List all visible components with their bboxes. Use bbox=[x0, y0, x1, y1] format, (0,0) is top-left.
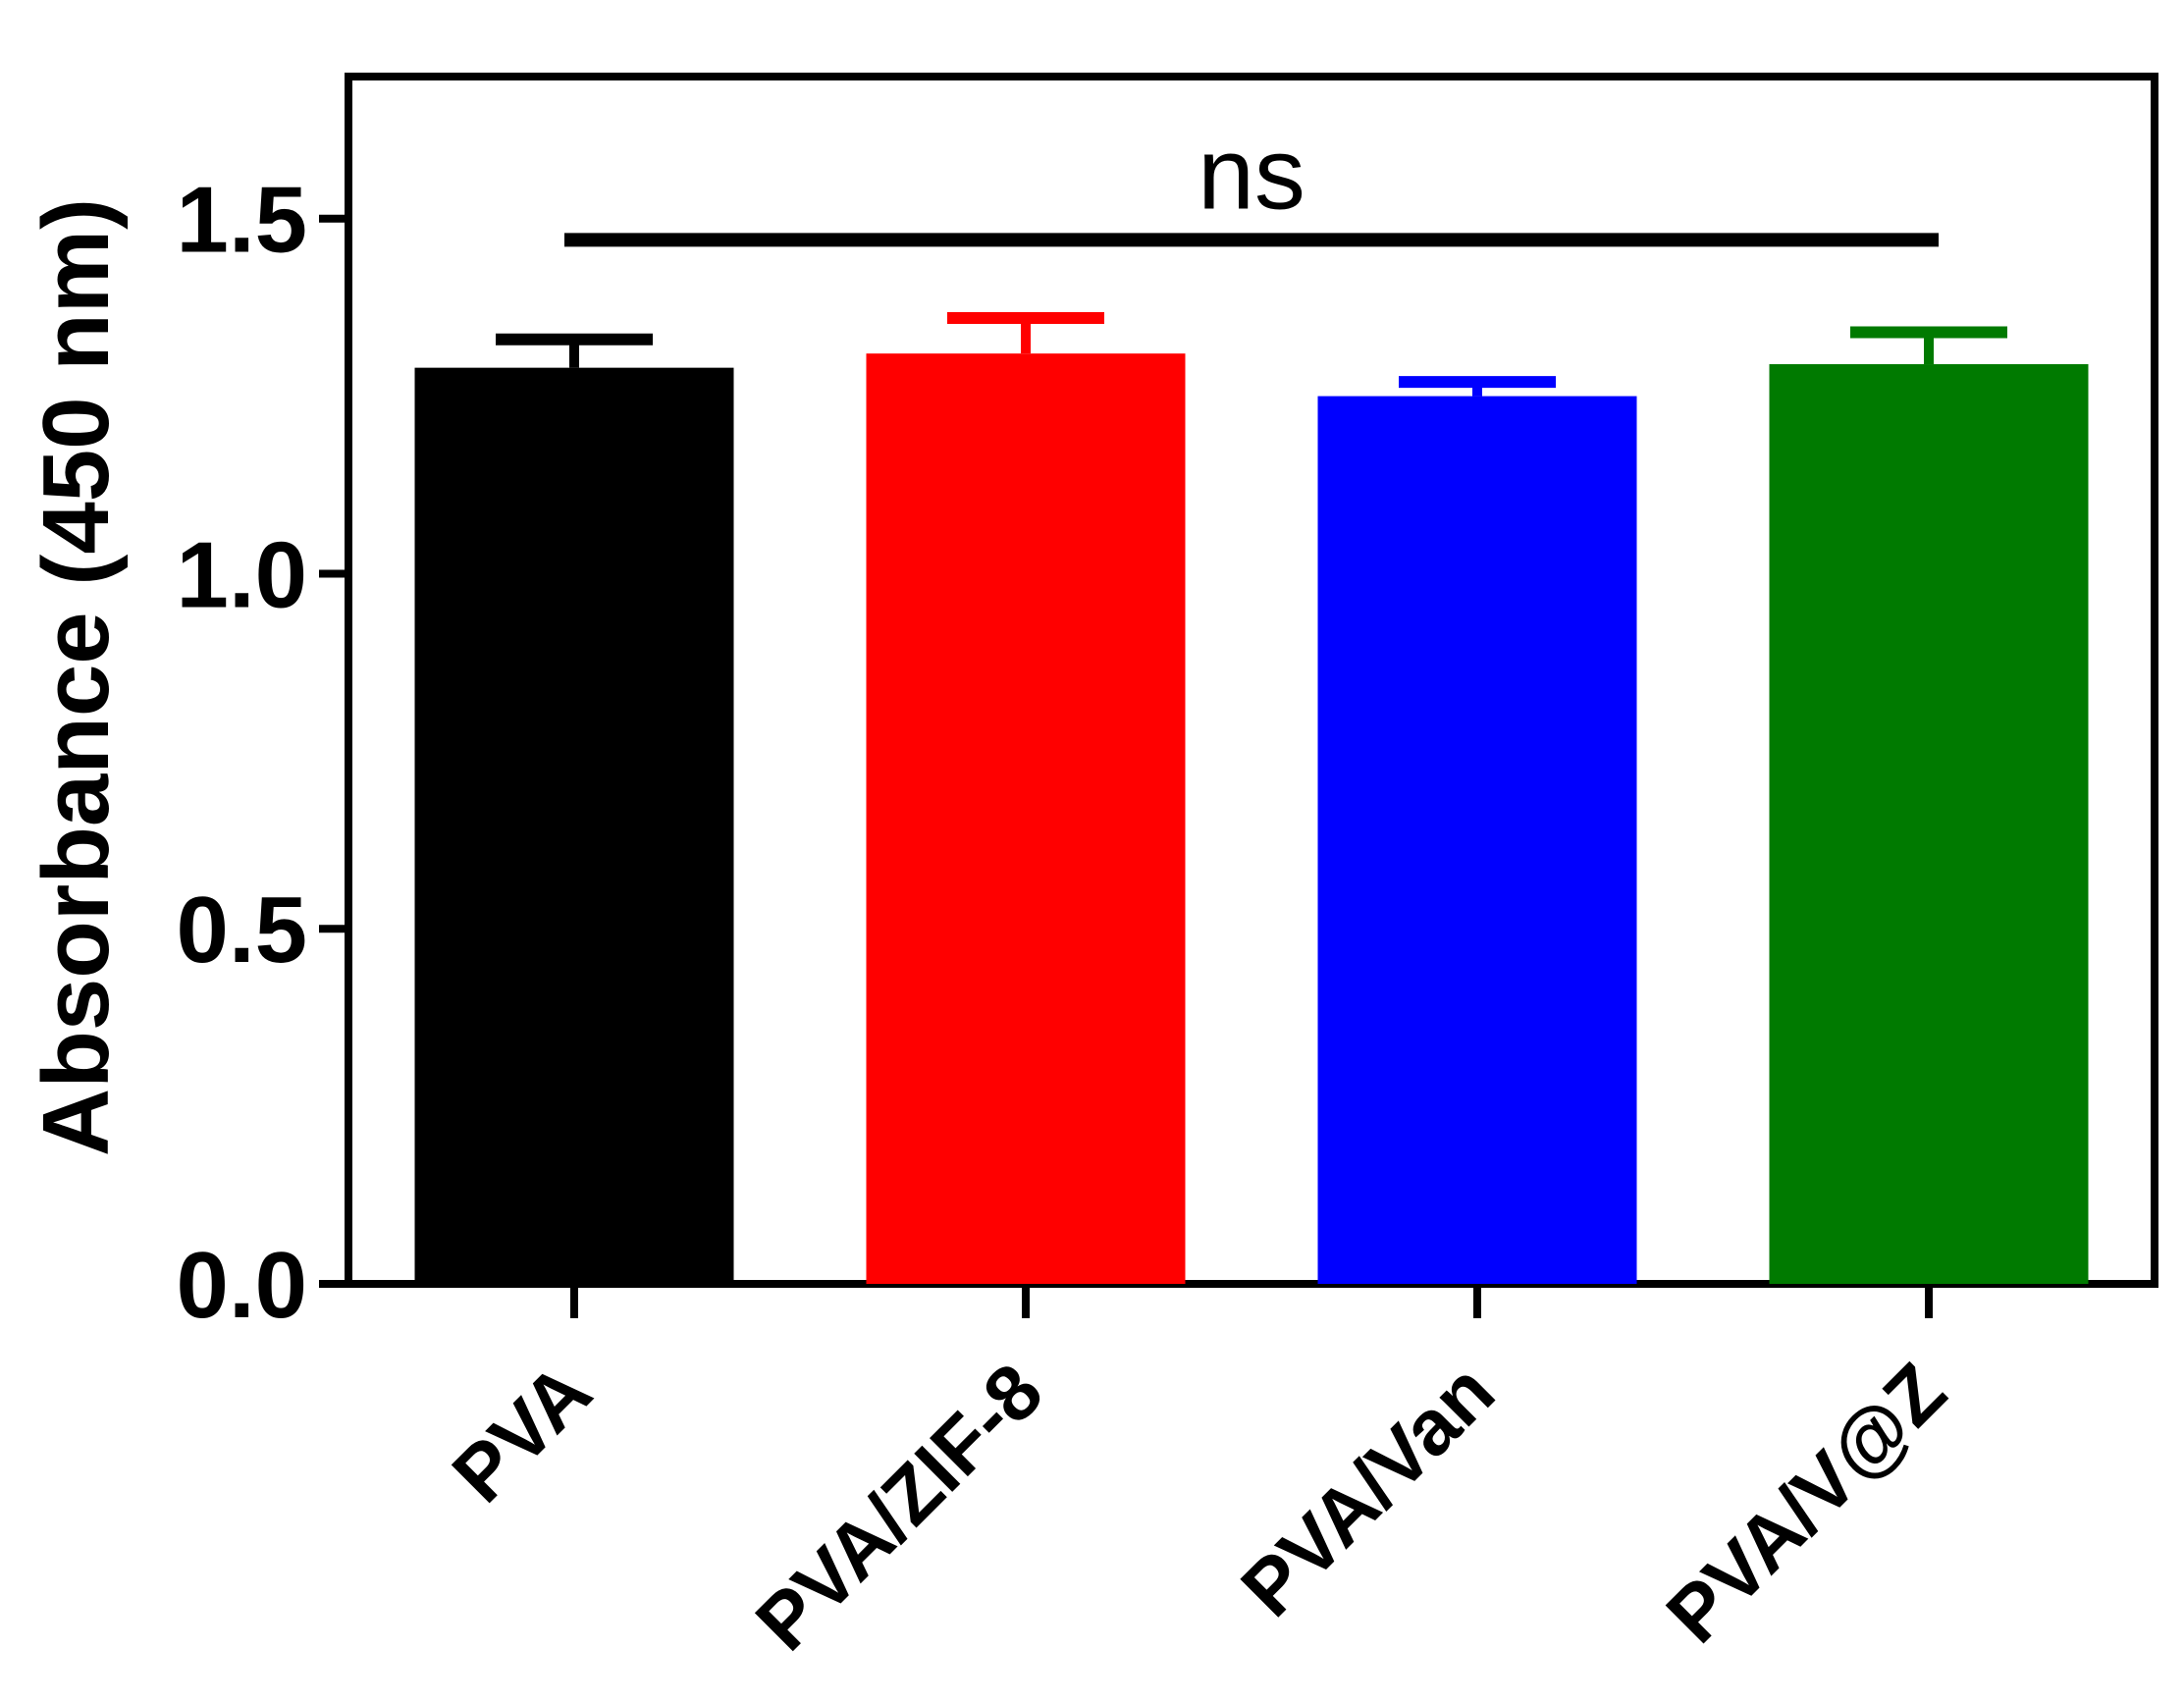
y-tick-label-1: 0.5 bbox=[177, 878, 307, 983]
x-tick-label-0: PVA bbox=[436, 1347, 608, 1518]
x-tick-label-1: PVA/ZIF-8 bbox=[739, 1347, 1059, 1667]
bar-2 bbox=[1317, 396, 1637, 1284]
plot-area bbox=[345, 73, 2158, 1288]
bar-3 bbox=[1769, 364, 2089, 1284]
axes bbox=[319, 214, 1933, 1318]
y-tick-label-0: 0.0 bbox=[177, 1233, 307, 1338]
y-tick-label-3: 1.5 bbox=[177, 168, 307, 273]
significance-label-0: ns bbox=[1198, 117, 1305, 231]
y-axis-title: Absorbance (450 nm) bbox=[24, 198, 129, 1156]
bar-1 bbox=[866, 353, 1186, 1284]
x-tick-label-2: PVA/Van bbox=[1225, 1347, 1511, 1632]
bar-0 bbox=[414, 367, 734, 1284]
bars bbox=[414, 233, 2089, 1284]
x-tick-label-3: PVA/V@Z bbox=[1650, 1347, 1962, 1659]
plot-frame bbox=[345, 73, 2158, 1288]
y-tick-label-2: 1.0 bbox=[177, 522, 307, 627]
